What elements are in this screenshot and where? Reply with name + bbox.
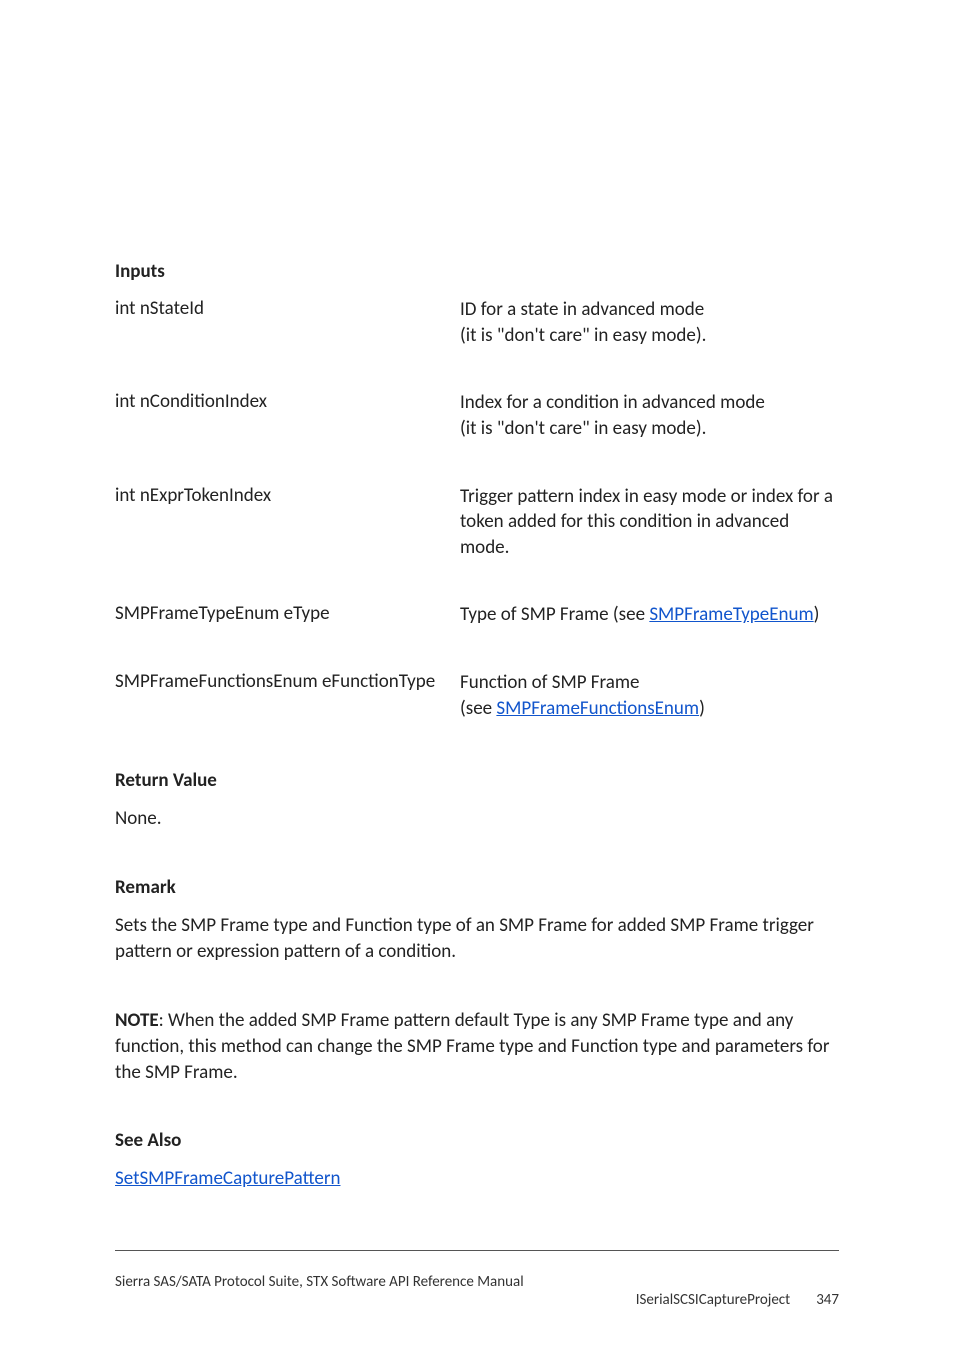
param-name: int nExprTokenIndex [115, 484, 460, 507]
footer-section-label: ISerialSCSICaptureProject [636, 1291, 790, 1309]
param-desc: Index for a condition in advanced mode (… [460, 390, 839, 441]
param-row: int nExprTokenIndex Trigger pattern inde… [115, 484, 839, 561]
param-row: SMPFrameFunctionsEnum eFunctionType Func… [115, 670, 839, 721]
footer-left-text: Sierra SAS/SATA Protocol Suite, STX Soft… [115, 1273, 524, 1291]
param-desc-line: (it is "don't care" in easy mode). [460, 417, 706, 440]
spacer [115, 721, 839, 769]
page-footer: Sierra SAS/SATA Protocol Suite, STX Soft… [0, 1250, 954, 1291]
remark-heading: Remark [115, 876, 839, 899]
see-also-body: SetSMPFrameCapturePattern [115, 1166, 839, 1192]
param-desc-line: (it is "don't care" in easy mode). [460, 324, 706, 347]
param-row: int nConditionIndex Index for a conditio… [115, 390, 839, 441]
param-row: int nStateId ID for a state in advanced … [115, 297, 839, 348]
param-desc-text: ) [699, 697, 705, 720]
smp-frame-type-enum-link[interactable]: SMPFrameTypeEnum [649, 603, 813, 626]
spacer [115, 842, 839, 876]
param-desc-line: Function of SMP Frame [460, 671, 640, 694]
param-desc-text: (see [460, 697, 496, 720]
spacer [115, 1095, 839, 1129]
note-label: NOTE [115, 1009, 159, 1032]
see-also-heading: See Also [115, 1129, 839, 1152]
footer-right: ISerialSCSICaptureProject 347 [636, 1291, 839, 1309]
note-body: : When the added SMP Frame pattern defau… [115, 1009, 829, 1083]
param-desc: ID for a state in advanced mode (it is "… [460, 297, 839, 348]
param-desc-line: Index for a condition in advanced mode [460, 391, 765, 414]
page-content: Inputs int nStateId ID for a state in ad… [0, 0, 954, 1349]
remark-body: Sets the SMP Frame type and Function typ… [115, 913, 839, 964]
param-name: int nConditionIndex [115, 390, 460, 413]
footer-rule [115, 1250, 839, 1251]
param-desc-text: Type of SMP Frame (see [460, 603, 649, 626]
param-name: SMPFrameFunctionsEnum eFunctionType [115, 670, 460, 693]
set-smp-frame-capture-pattern-link[interactable]: SetSMPFrameCapturePattern [115, 1167, 340, 1190]
smp-frame-functions-enum-link[interactable]: SMPFrameFunctionsEnum [496, 697, 699, 720]
param-desc-text: ) [814, 603, 820, 626]
param-name: int nStateId [115, 297, 460, 320]
param-desc: Trigger pattern index in easy mode or in… [460, 484, 839, 561]
param-name: SMPFrameTypeEnum eType [115, 602, 460, 625]
spacer [115, 974, 839, 1008]
param-row: SMPFrameTypeEnum eType Type of SMP Frame… [115, 602, 839, 628]
return-value-body: None. [115, 806, 839, 832]
footer-page-number: 347 [816, 1291, 839, 1309]
param-desc: Function of SMP Frame (see SMPFrameFunct… [460, 670, 839, 721]
footer-row: Sierra SAS/SATA Protocol Suite, STX Soft… [115, 1273, 839, 1291]
note-paragraph: NOTE: When the added SMP Frame pattern d… [115, 1008, 839, 1085]
param-desc-line: ID for a state in advanced mode [460, 298, 704, 321]
param-desc-line: Trigger pattern index in easy mode or in… [460, 485, 833, 559]
return-value-heading: Return Value [115, 769, 839, 792]
inputs-heading: Inputs [115, 260, 839, 283]
param-desc: Type of SMP Frame (see SMPFrameTypeEnum) [460, 602, 839, 628]
